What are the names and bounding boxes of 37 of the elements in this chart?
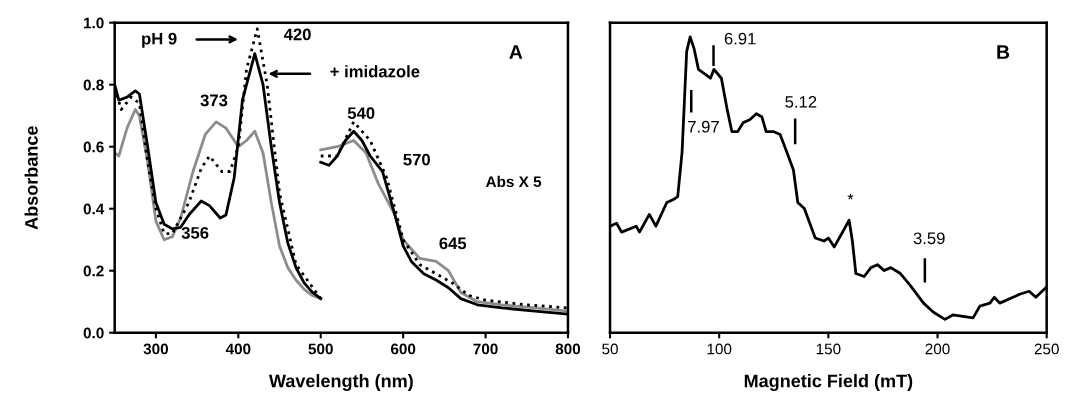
annotation: * (847, 193, 854, 200)
annotation: 420 (283, 28, 311, 41)
x-tick-label: 600 (390, 343, 416, 355)
y-tick-label: 1.0 (84, 17, 104, 29)
annotation: Abs X 5 (485, 175, 542, 188)
annotation: + imidazole (330, 65, 420, 78)
x-tick-label: 50 (602, 343, 618, 355)
x-tick-label: 200 (925, 343, 950, 355)
x-tick-label: 400 (225, 343, 251, 355)
annotation: B (997, 45, 1010, 59)
annotation: A (509, 45, 523, 59)
annotation: 3.59 (913, 232, 945, 245)
x-tick-label: 500 (308, 343, 333, 355)
x-tick-label: 800 (555, 343, 581, 355)
annotation: 6.91 (724, 32, 756, 45)
x-tick-label: 300 (143, 343, 169, 355)
y-tick-label: 0.0 (83, 327, 104, 339)
annotation: 540 (347, 107, 375, 120)
annotation: 645 (439, 237, 467, 250)
annotation: 356 (181, 226, 209, 239)
y-axis-title: Absorbance (24, 126, 38, 230)
x-tick-label: 150 (816, 343, 841, 355)
x-axis-title: Magnetic Field (mT) (744, 374, 913, 391)
annotation: 7.97 (688, 120, 719, 133)
x-tick-label: 250 (1034, 343, 1059, 355)
x-axis-title: Wavelength (nm) (268, 374, 413, 391)
y-tick-label: 0.8 (83, 79, 104, 91)
annotation: 570 (403, 153, 430, 166)
x-tick-label: 100 (707, 343, 732, 355)
annotation: 5.12 (785, 95, 817, 108)
annotation: 373 (200, 94, 228, 107)
y-tick-label: 0.6 (83, 141, 104, 153)
y-tick-label: 0.2 (83, 265, 104, 277)
line-series (114, 108, 323, 301)
annotation: pH 9 (142, 32, 177, 48)
x-tick-label: 700 (473, 343, 498, 355)
y-tick-label: 0.4 (83, 203, 105, 215)
